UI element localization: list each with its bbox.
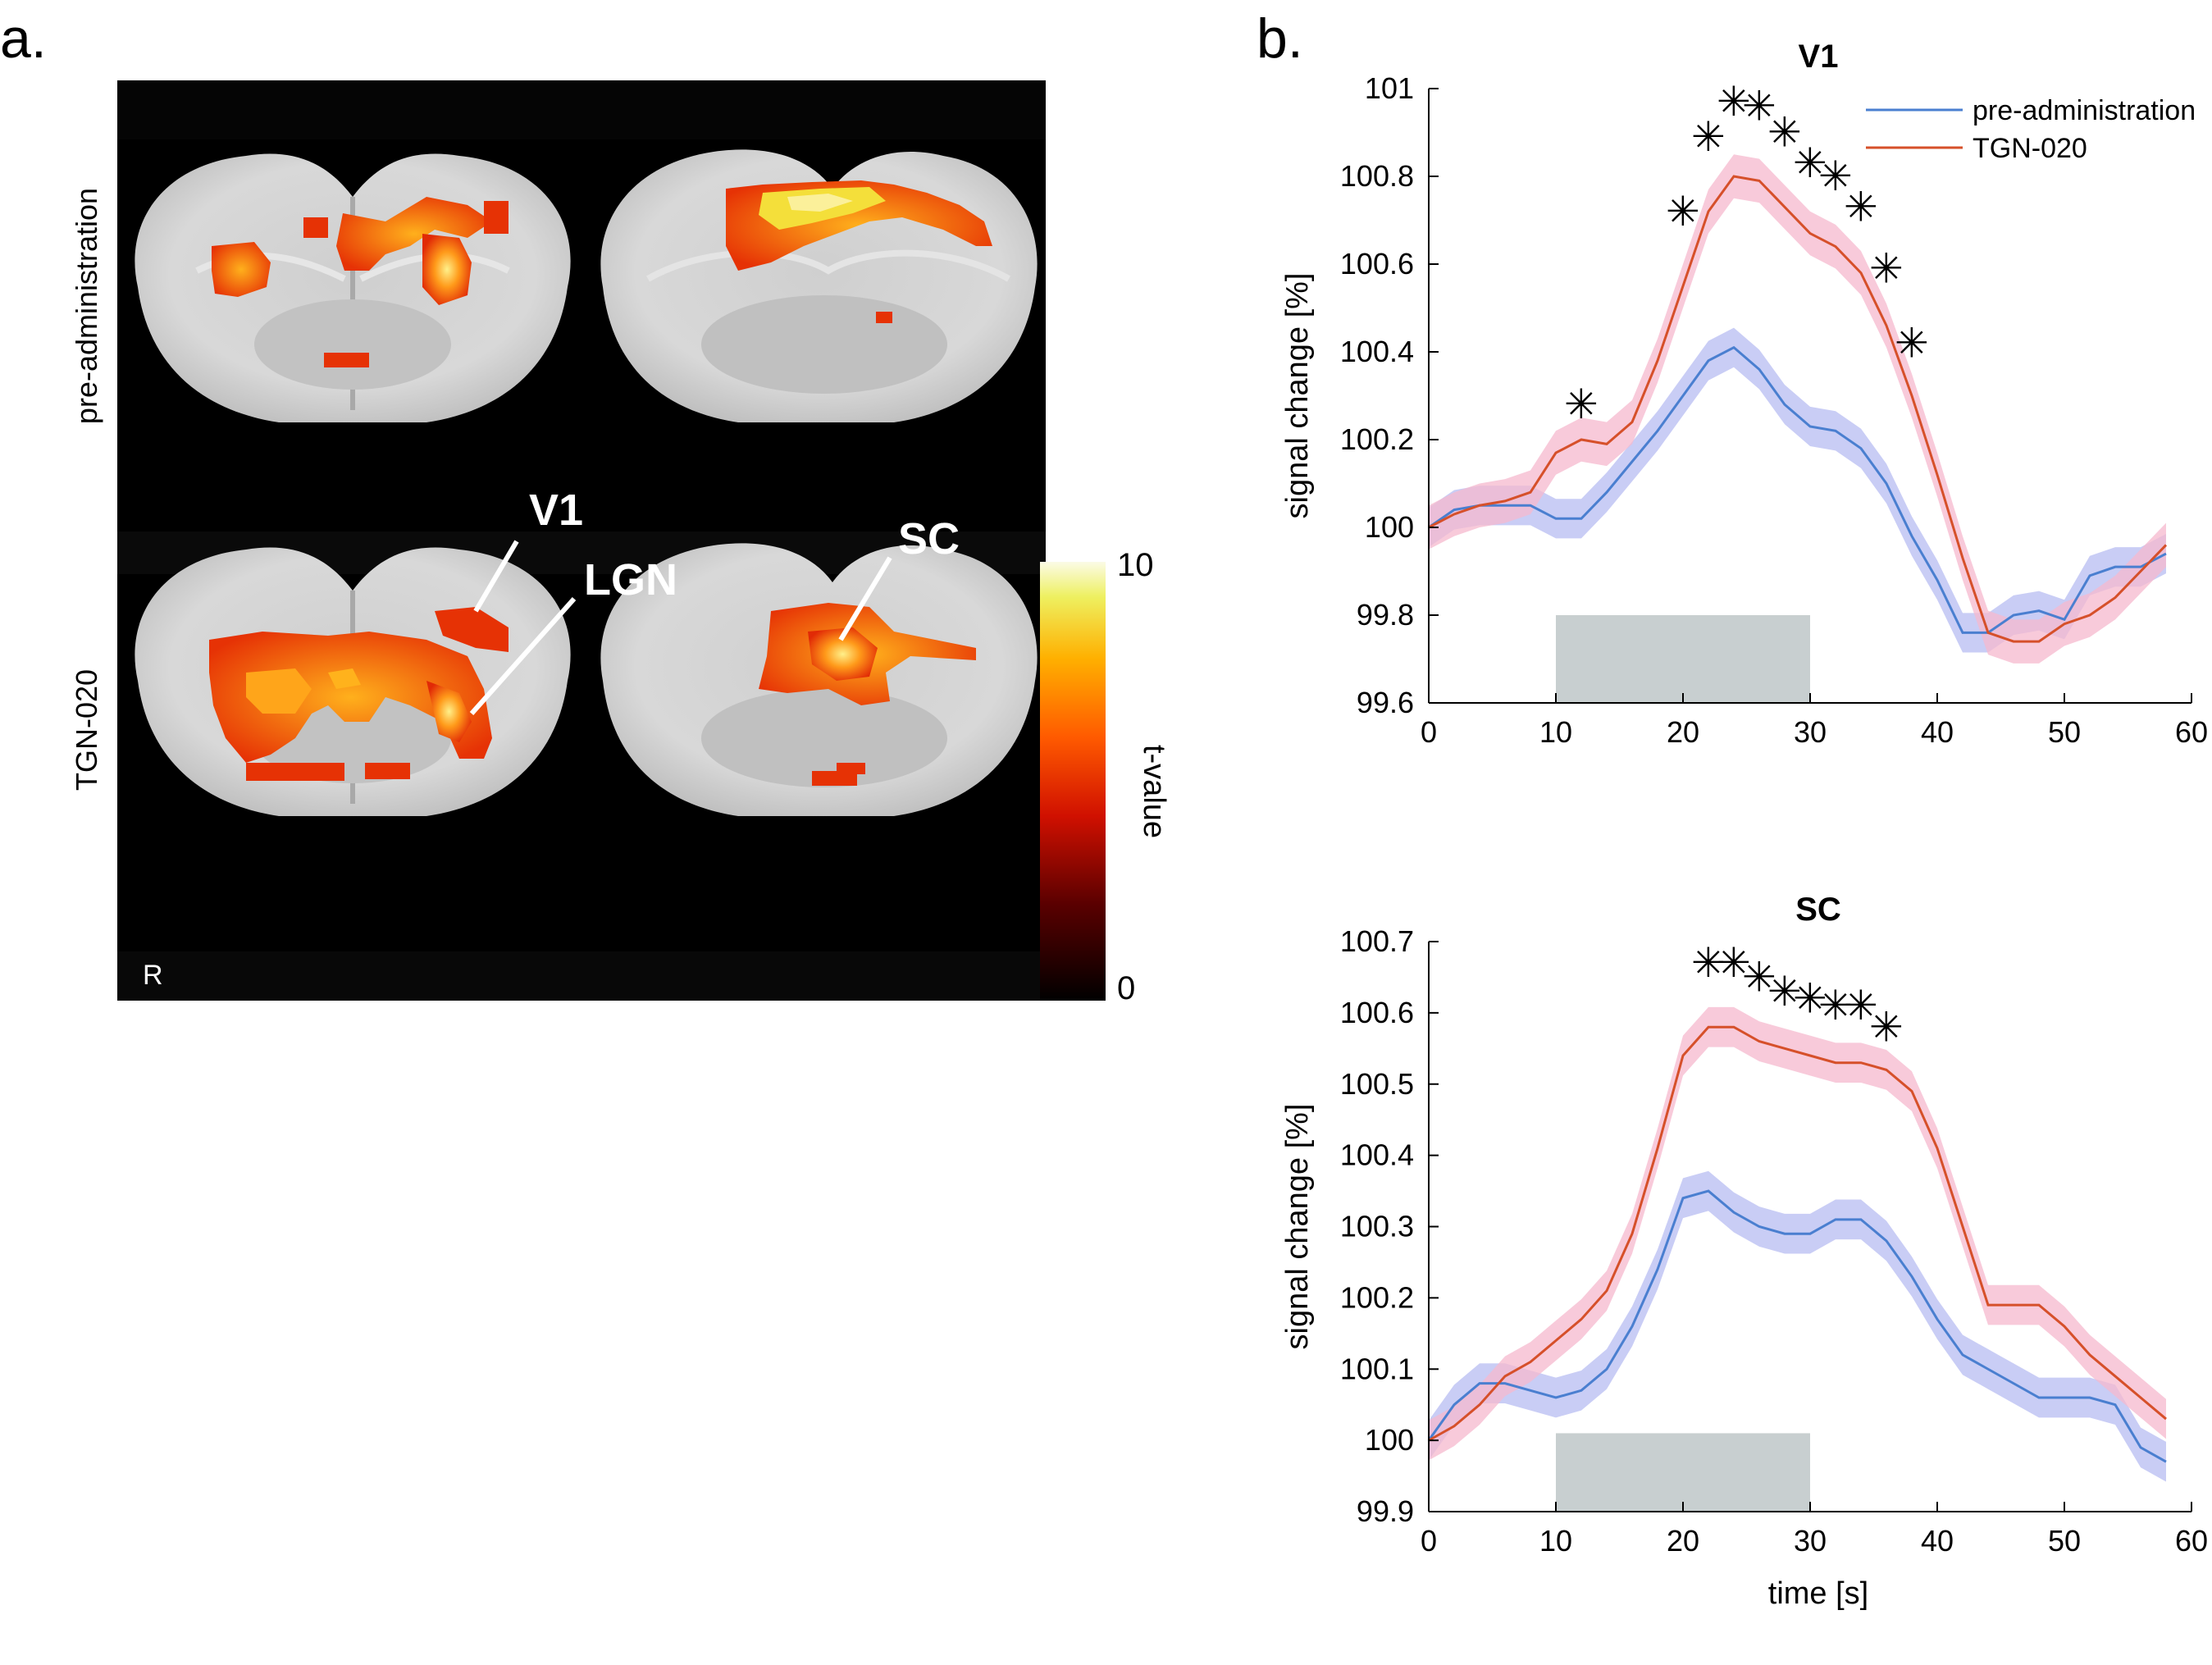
y-tick-label: 100.1 (1340, 1352, 1414, 1385)
brain-slice-tgn-left (135, 547, 571, 816)
legend-label-0: pre-administration (1973, 95, 2196, 126)
y-tick-label: 100.2 (1340, 422, 1414, 456)
sc-pointer-line (838, 556, 892, 641)
significance-marker: ✳ (1767, 110, 1802, 156)
chart-sc: 0 10 20 30 40 50 60 99.9 100 100.1 100.2 100.3 100.4… (1280, 892, 2208, 1611)
y-axis-label: signal change [%] (1280, 273, 1315, 519)
y-tick-label: 100 (1365, 1423, 1414, 1457)
significance-marker: ✳ (1844, 184, 1878, 230)
x-tick-label: 30 (1794, 1524, 1827, 1558)
colorbar: 10 0 t-value (1040, 547, 1171, 1006)
significance-marker: ✳ (1818, 153, 1853, 199)
v1-annotation: V1 (529, 486, 583, 535)
significance-marker: ✳ (1691, 940, 1726, 986)
x-tick-label: 0 (1421, 1524, 1437, 1558)
y-tick-label: 100.8 (1340, 159, 1414, 193)
chart-v1: 0 10 20 30 40 50 60 99.6 99.8 100 100.2 100.4 100.6 1… (1280, 39, 2208, 749)
panel-b-letter: b. (1257, 7, 1303, 70)
x-tick-label: 0 (1421, 715, 1437, 749)
x-tick-label: 40 (1921, 715, 1954, 749)
brain-slice-pre-right (600, 149, 1038, 422)
y-axis-label: signal change [%] (1280, 1104, 1315, 1350)
x-tick-label: 50 (2048, 1524, 2081, 1558)
y-tick-label: 100.5 (1340, 1067, 1414, 1101)
chart-title: V1 (1799, 39, 1839, 75)
y-tick-label: 100.6 (1340, 996, 1414, 1029)
significance-marker: ✳ (1666, 189, 1700, 235)
significance-marker: ✳ (1793, 976, 1827, 1022)
x-tick-label: 60 (2175, 715, 2208, 749)
y-tick-label: 100.4 (1340, 1138, 1414, 1172)
x-tick-label: 10 (1539, 715, 1572, 749)
y-tick-label: 100.2 (1340, 1280, 1414, 1314)
series-line-1 (1428, 1025, 2167, 1442)
colorbar-gradient (1040, 562, 1106, 1001)
x-tick-label: 20 (1667, 715, 1699, 749)
significance-marker: ✳ (1869, 1004, 1904, 1050)
significance-marker: ✳ (1869, 245, 1904, 291)
series-line-1 (1428, 175, 2168, 643)
significance-marker: ✳ (1767, 969, 1802, 1015)
significance-marker: ✳ (1844, 983, 1878, 1029)
x-axis-label: time [s] (1768, 1576, 1868, 1611)
lgn-pointer-line (469, 597, 577, 715)
stimulus-bar (1556, 615, 1810, 703)
x-tick-label: 50 (2048, 715, 2081, 749)
sc-annotation: SC (898, 514, 960, 563)
chart-title: SC (1795, 892, 1841, 928)
stimulus-bar (1556, 1433, 1810, 1512)
significance-marker: ✳ (1818, 983, 1853, 1029)
colorbar-max-label: 10 (1117, 547, 1154, 583)
y-tick-label: 100 (1365, 510, 1414, 544)
significance-marker: ✳ (1895, 320, 1929, 366)
x-tick-label: 60 (2175, 1524, 2208, 1558)
x-tick-label: 30 (1794, 715, 1827, 749)
significance-marker: ✳ (1564, 381, 1599, 427)
lgn-annotation: LGN (584, 555, 677, 604)
colorbar-min-label: 0 (1117, 970, 1135, 1006)
significance-marker: ✳ (1742, 83, 1776, 129)
significance-marker: ✳ (1742, 954, 1776, 1000)
colorbar-label: t-value (1137, 745, 1171, 838)
y-tick-label: 100.7 (1340, 924, 1414, 958)
y-tick-label: 99.6 (1357, 686, 1414, 719)
significance-marker: ✳ (1717, 79, 1751, 125)
x-tick-label: 10 (1539, 1524, 1572, 1558)
y-tick-label: 99.8 (1357, 598, 1414, 632)
row-label-tgn-020: TGN-020 (70, 669, 103, 791)
y-tick-label: 100.6 (1340, 247, 1414, 281)
v1-pointer-line (473, 540, 519, 613)
y-tick-label: 100.3 (1340, 1210, 1414, 1243)
y-tick-label: 99.9 (1357, 1494, 1414, 1528)
x-tick-label: 40 (1921, 1524, 1954, 1558)
significance-marker: ✳ (1717, 940, 1751, 986)
y-tick-label: 100.4 (1340, 335, 1414, 368)
panel-a-letter: a. (0, 7, 47, 70)
brain-slice-tgn-right (600, 543, 1038, 816)
y-tick-label: 101 (1365, 71, 1414, 105)
series-line-0 (1427, 1189, 2167, 1463)
panel-a-image: V1 LGN SC R (117, 80, 1046, 1001)
series-line-0 (1428, 345, 2167, 634)
significance-marker: ✳ (1793, 140, 1827, 186)
legend-label-1: TGN-020 (1973, 133, 2087, 164)
orientation-marker: R (143, 960, 163, 991)
x-tick-label: 20 (1667, 1524, 1699, 1558)
row-label-pre-administration: pre-administration (70, 188, 103, 424)
brain-slice-pre-left (135, 153, 571, 422)
significance-marker: ✳ (1691, 114, 1726, 160)
